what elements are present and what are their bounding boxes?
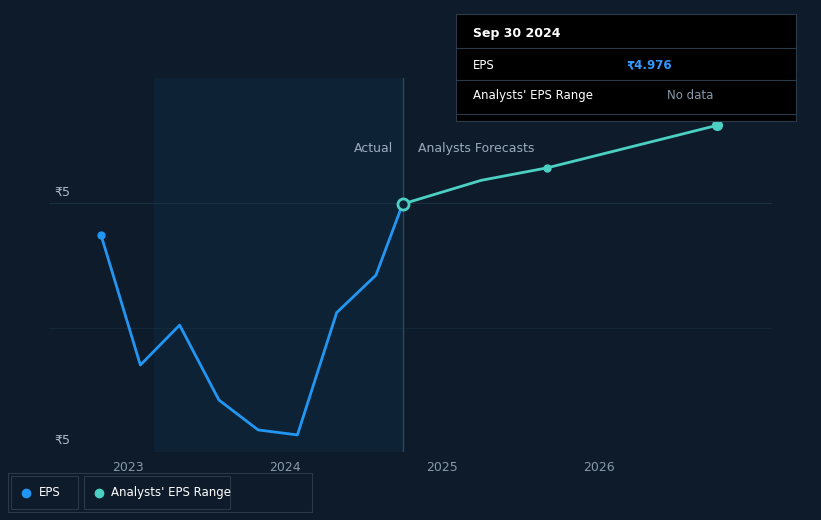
- Text: ₹4.976: ₹4.976: [626, 59, 672, 72]
- Text: ₹5: ₹5: [54, 186, 70, 199]
- Text: EPS: EPS: [39, 486, 60, 499]
- Text: No data: No data: [667, 88, 713, 101]
- Text: ₹5: ₹5: [54, 434, 70, 447]
- FancyBboxPatch shape: [85, 476, 230, 509]
- Bar: [154, 78, 402, 452]
- Text: Analysts' EPS Range: Analysts' EPS Range: [473, 88, 593, 101]
- Text: Actual: Actual: [354, 141, 393, 154]
- FancyBboxPatch shape: [11, 476, 78, 509]
- Text: Analysts Forecasts: Analysts Forecasts: [419, 141, 534, 154]
- Text: Analysts' EPS Range: Analysts' EPS Range: [112, 486, 232, 499]
- Text: EPS: EPS: [473, 59, 494, 72]
- Text: Sep 30 2024: Sep 30 2024: [473, 27, 560, 40]
